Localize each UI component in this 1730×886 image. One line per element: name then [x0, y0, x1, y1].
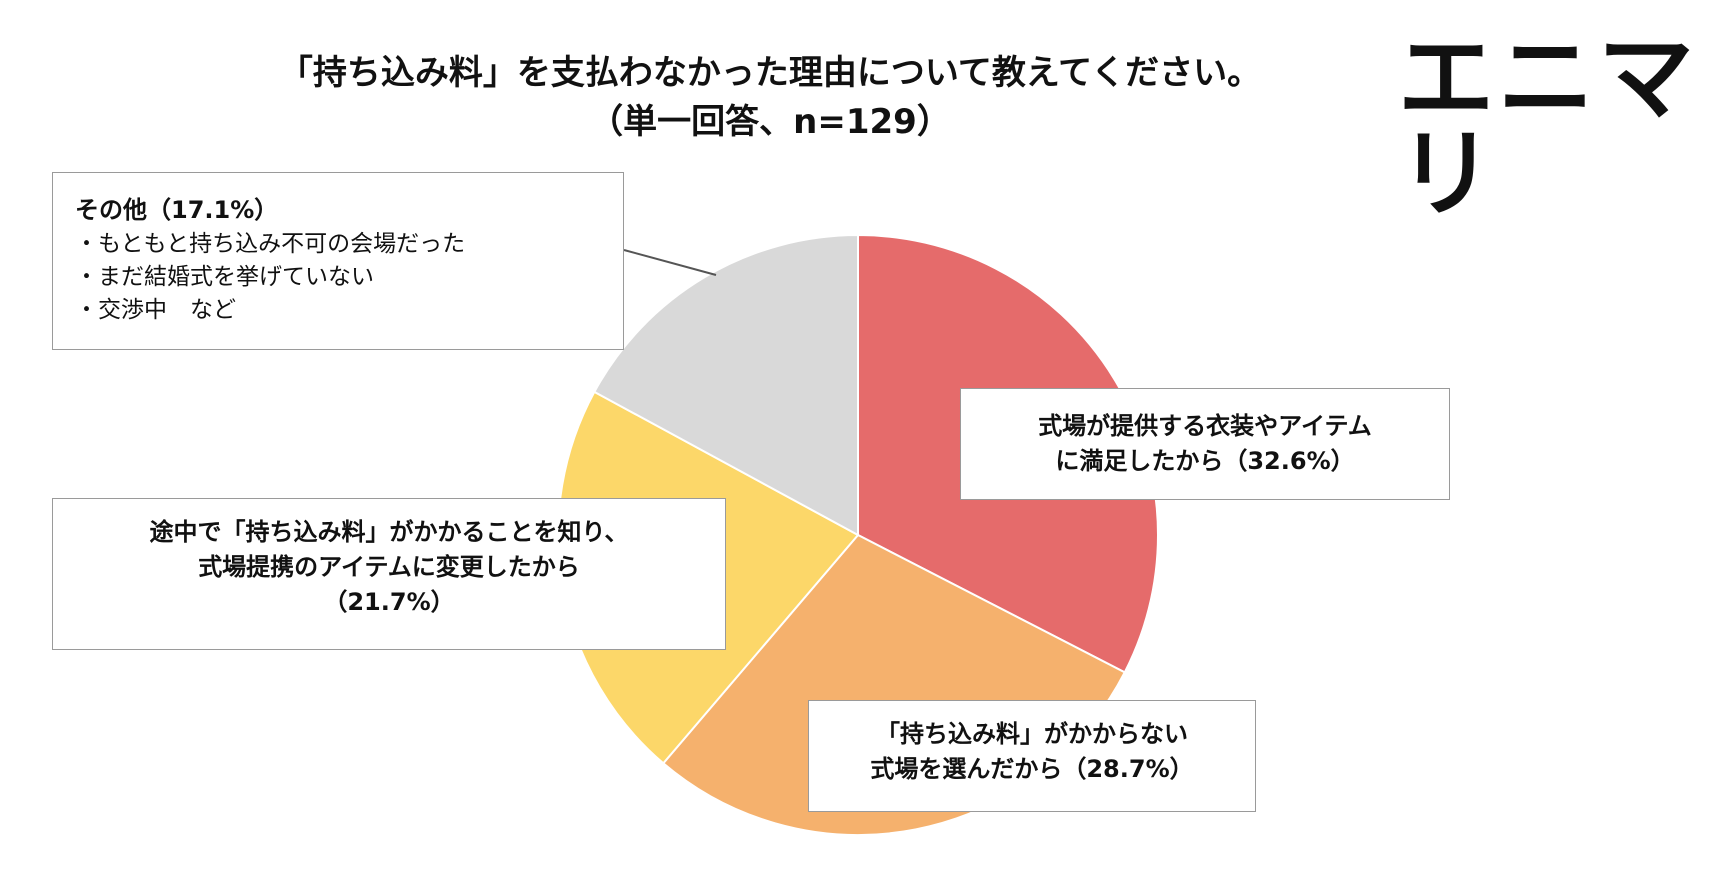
- callout-no-fee-venue: 「持ち込み料」がかからない 式場を選んだから（28.7%）: [808, 700, 1256, 812]
- callout-other-item: ・もともと持ち込み不可の会場だった: [75, 230, 466, 257]
- callout-venue-items: 式場が提供する衣装やアイテム に満足したから（32.6%）: [960, 388, 1450, 500]
- callout-venue-line1: 式場が提供する衣装やアイテム: [1038, 412, 1372, 440]
- callout-other-heading: その他（17.1%）: [75, 196, 279, 224]
- slice-other: [593, 233, 859, 537]
- brand-logo: エニマリ: [1398, 22, 1698, 230]
- chart-subtitle: （単一回答、n=129）: [589, 102, 951, 142]
- callout-other: その他（17.1%） ・もともと持ち込み不可の会場だった ・まだ結婚式を挙げてい…: [52, 172, 624, 350]
- callout-other-item: ・交渉中 など: [75, 297, 236, 324]
- callout-nofee-line1: 「持ち込み料」がかからない: [876, 720, 1188, 748]
- callout-venue-line2: に満足したから（32.6%）: [1055, 446, 1355, 475]
- callout-nofee-line2: 式場を選んだから（28.7%）: [870, 754, 1194, 783]
- callout-other-item: ・まだ結婚式を挙げていない: [75, 264, 374, 291]
- callout-midway-line2: 式場提携のアイテムに変更したから: [198, 552, 580, 581]
- callout-midway-line1: 途中で「持ち込み料」がかかることを知り、: [149, 518, 629, 546]
- callout-midway-line3: （21.7%）: [323, 587, 455, 616]
- chart-title: 「持ち込み料」を支払わなかった理由について教えてください。: [278, 53, 1262, 93]
- other-leader-line: [623, 249, 717, 276]
- callout-changed-midway: 途中で「持ち込み料」がかかることを知り、 式場提携のアイテムに変更したから （2…: [52, 498, 726, 650]
